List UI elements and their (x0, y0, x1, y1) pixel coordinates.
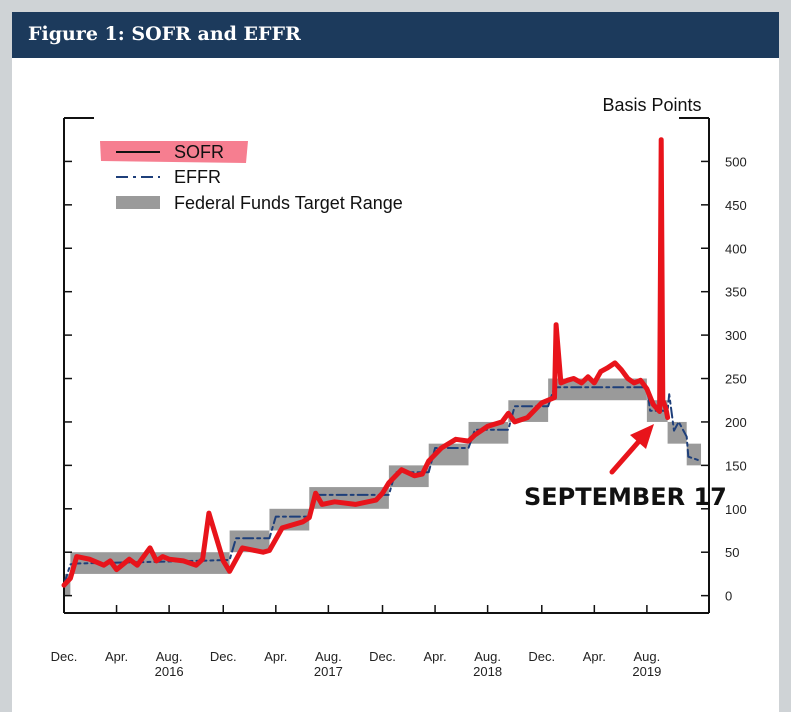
y-tick-label: 0 (725, 589, 732, 604)
x-tick-label: Aug. (474, 649, 501, 664)
annotation-september-17: SEPTEMBER 17 (524, 483, 727, 511)
x-tick-label: Aug. (156, 649, 183, 664)
x-tick-label: Aug. (315, 649, 342, 664)
x-tick-label: Dec. (369, 649, 396, 664)
legend-range-label: Federal Funds Target Range (174, 193, 403, 213)
x-tick-label: Apr. (424, 649, 447, 664)
y-tick-label: 500 (725, 154, 747, 169)
annotation-arrow-head (630, 424, 654, 449)
legend-sofr-label: SOFR (174, 142, 224, 162)
y-axis-title: Basis Points (602, 95, 701, 115)
x-tick-year-label: 2018 (473, 664, 502, 679)
target-range-band (548, 378, 647, 401)
y-tick-label: 100 (725, 502, 747, 517)
target-range-band (70, 552, 230, 574)
september-annotation: SEPTEMBER 17 (524, 424, 727, 511)
legend-highlight (100, 141, 248, 163)
y-tick-label: 150 (725, 458, 747, 473)
y-tick-label: 250 (725, 372, 747, 387)
figure-title: Figure 1: SOFR and EFFR (28, 23, 301, 45)
x-tick-label: Apr. (583, 649, 606, 664)
chart-panel (12, 58, 779, 712)
y-tick-label: 200 (725, 415, 747, 430)
x-tick-label: Apr. (105, 649, 128, 664)
legend-range-swatch (116, 196, 160, 209)
y-tick-label: 450 (725, 198, 747, 213)
x-tick-label: Dec. (210, 649, 237, 664)
figure-title-bar: Figure 1: SOFR and EFFR (12, 12, 779, 58)
series-line-sofr (61, 137, 671, 588)
chart-axes: 0 50 100 150 200 250 300 350 400 450 500 Dec. Apr. Au… (51, 117, 747, 679)
y-tick-label: 300 (725, 328, 747, 343)
y-tick-label: 50 (725, 545, 739, 560)
legend: SOFR EFFR Federal Funds Target Range (100, 141, 403, 213)
y-tick-label: 400 (725, 241, 747, 256)
target-range-band (229, 530, 270, 553)
target-range-band (468, 421, 509, 444)
x-tick-year-label: 2019 (632, 664, 661, 679)
legend-effr-label: EFFR (174, 167, 221, 187)
x-tick-label: Aug. (634, 649, 661, 664)
x-tick-year-label: 2017 (314, 664, 343, 679)
x-tick-label: Dec. (51, 649, 78, 664)
x-tick-label: Dec. (528, 649, 555, 664)
series-line-effr (63, 386, 702, 586)
target-range-band (667, 421, 687, 444)
x-tick-label: Apr. (264, 649, 287, 664)
x-tick-year-label: 2016 (155, 664, 184, 679)
chart-series (61, 137, 702, 588)
y-tick-label: 350 (725, 285, 747, 300)
